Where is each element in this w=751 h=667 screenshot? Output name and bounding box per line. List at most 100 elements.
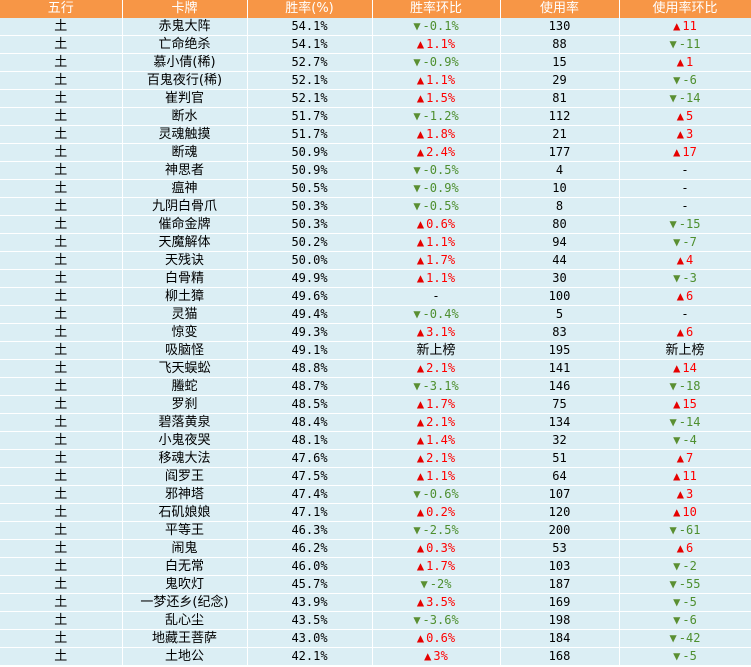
- cell-usage-delta: ▼ -4: [619, 431, 751, 450]
- cell-usage: 112: [500, 107, 620, 126]
- cell-win-rate: 52.7%: [247, 53, 373, 72]
- up-triangle-icon: ▲: [673, 397, 681, 411]
- usage-delta-up: ▲ 6: [677, 541, 693, 555]
- usage-delta-up: ▲ 11: [673, 19, 697, 33]
- cell-win-rate-delta: ▲ 0.6%: [372, 215, 501, 234]
- cell-element: 土: [0, 179, 123, 198]
- cell-card: 移魂大法: [122, 449, 248, 468]
- cell-win-rate: 51.7%: [247, 107, 373, 126]
- win-rate-delta-value: -0.9%: [422, 55, 459, 69]
- cell-usage-delta: ▲ 3: [619, 485, 751, 504]
- win-rate-delta-up: ▲ 2.4%: [417, 145, 455, 159]
- down-triangle-icon: ▼: [413, 181, 421, 195]
- win-rate-delta-up: ▲ 0.6%: [417, 217, 455, 231]
- cell-usage-delta: ▲ 7: [619, 449, 751, 468]
- cell-element: 土: [0, 71, 123, 90]
- up-triangle-icon: ▲: [416, 253, 425, 267]
- win-rate-delta-up: ▲ 0.2%: [417, 505, 455, 519]
- down-triangle-icon: ▼: [669, 37, 677, 51]
- cell-win-rate-delta: ▲ 1.1%: [372, 35, 501, 54]
- win-rate-delta-value: -1.2%: [422, 109, 459, 123]
- cell-card: 慕小倩(稀): [122, 53, 248, 72]
- cell-element: 土: [0, 521, 123, 540]
- win-rate-delta-value: -2%: [429, 577, 452, 591]
- cell-usage: 32: [500, 431, 620, 450]
- win-rate-delta-value: 1.1%: [426, 271, 456, 285]
- cell-usage-delta: ▼ -5: [619, 593, 751, 612]
- cell-card: 平等王: [122, 521, 248, 540]
- usage-delta-value: -15: [678, 217, 701, 231]
- usage-delta-down: ▼ -42: [670, 631, 701, 645]
- table-row: 土柳土獐 49.6% - 100 ▲ 6: [0, 287, 751, 306]
- usage-delta-down: ▼ -14: [670, 415, 701, 429]
- cell-usage: 44: [500, 251, 620, 270]
- win-rate-delta-down: ▼ -0.9%: [413, 55, 458, 69]
- cell-usage-delta: ▲ 6: [619, 539, 751, 558]
- cell-win-rate-delta: ▼ -0.1%: [372, 18, 501, 36]
- win-rate-delta-value: 2.4%: [426, 145, 456, 159]
- win-rate-delta-up: ▲ 1.4%: [417, 433, 455, 447]
- cell-element: 土: [0, 377, 123, 396]
- cell-card: 九阴白骨爪: [122, 197, 248, 216]
- cell-card: 断魂: [122, 143, 248, 162]
- win-rate-delta-up: ▲ 1.7%: [417, 559, 455, 573]
- cell-usage-delta: ▲ 1: [619, 53, 751, 72]
- cell-element: 土: [0, 359, 123, 378]
- cell-win-rate: 50.9%: [247, 161, 373, 180]
- up-triangle-icon: ▲: [416, 433, 425, 447]
- table-row: 土慕小倩(稀) 52.7% ▼ -0.9% 15 ▲ 1: [0, 53, 751, 72]
- cell-win-rate: 49.6%: [247, 287, 373, 306]
- cell-usage: 94: [500, 233, 620, 252]
- usage-delta-up: ▲ 7: [677, 451, 693, 465]
- cell-usage: 146: [500, 377, 620, 396]
- table-row: 土天残诀 50.0% ▲ 1.7% 44 ▲ 4: [0, 251, 751, 270]
- usage-delta-up: ▲ 3: [677, 487, 693, 501]
- cell-element: 土: [0, 503, 123, 522]
- cell-win-rate: 50.2%: [247, 233, 373, 252]
- cell-win-rate-delta: ▲ 3%: [372, 647, 501, 666]
- cell-element: 土: [0, 197, 123, 216]
- cell-win-rate-delta: ▲ 0.3%: [372, 539, 501, 558]
- cell-usage-delta: ▼ -61: [619, 521, 751, 540]
- cell-win-rate: 48.4%: [247, 413, 373, 432]
- win-rate-delta-up: ▲ 1.8%: [417, 127, 455, 141]
- usage-delta-up: ▲ 5: [677, 109, 693, 123]
- cell-win-rate: 42.1%: [247, 647, 373, 666]
- header-row: 五行 卡牌 胜率(%) 胜率环比 使用率 使用率环比: [0, 0, 751, 18]
- win-rate-delta-up: ▲ 1.1%: [417, 271, 455, 285]
- cell-element: 土: [0, 251, 123, 270]
- usage-delta-value: 1: [686, 55, 694, 69]
- table-row: 土惊变 49.3% ▲ 3.1% 83 ▲ 6: [0, 323, 751, 342]
- cell-usage: 30: [500, 269, 620, 288]
- win-rate-delta-value: 2.1%: [426, 415, 456, 429]
- cell-card: 一梦还乡(纪念): [122, 593, 248, 612]
- cell-usage: 88: [500, 35, 620, 54]
- win-rate-delta-down: ▼ -0.6%: [413, 487, 458, 501]
- up-triangle-icon: ▲: [416, 595, 425, 609]
- usage-delta-down: ▼ -2: [673, 559, 697, 573]
- table-row: 土百鬼夜行(稀) 52.1% ▲ 1.1% 29 ▼ -6: [0, 71, 751, 90]
- header-win-rate-delta: 胜率环比: [372, 0, 501, 18]
- win-rate-delta-value: 1.1%: [426, 37, 456, 51]
- header-win-rate: 胜率(%): [247, 0, 373, 18]
- usage-delta-down: ▼ -5: [673, 595, 697, 609]
- cell-win-rate: 50.9%: [247, 143, 373, 162]
- usage-delta-down: ▼ -55: [670, 577, 701, 591]
- cell-win-rate-delta: ▲ 1.1%: [372, 467, 501, 486]
- cell-usage-delta: -: [619, 179, 751, 198]
- up-triangle-icon: ▲: [673, 361, 681, 375]
- usage-delta-value: -42: [678, 631, 701, 645]
- header-usage: 使用率: [500, 0, 620, 18]
- cell-win-rate: 49.9%: [247, 269, 373, 288]
- up-triangle-icon: ▲: [416, 91, 425, 105]
- cell-win-rate-delta: ▲ 1.8%: [372, 125, 501, 144]
- table-row: 土鬼吹灯 45.7% ▼ -2% 187 ▼ -55: [0, 575, 751, 594]
- cell-win-rate-delta: ▲ 3.1%: [372, 323, 501, 342]
- cell-win-rate-delta: ▲ 3.5%: [372, 593, 501, 612]
- cell-usage-delta: ▲ 3: [619, 125, 751, 144]
- win-rate-delta-value: 1.1%: [426, 235, 456, 249]
- up-triangle-icon: ▲: [676, 109, 684, 123]
- cell-win-rate-delta: ▲ 2.4%: [372, 143, 501, 162]
- up-triangle-icon: ▲: [416, 397, 425, 411]
- usage-delta-none: -: [681, 199, 689, 213]
